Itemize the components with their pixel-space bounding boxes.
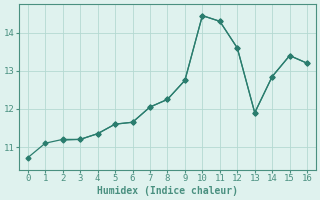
- X-axis label: Humidex (Indice chaleur): Humidex (Indice chaleur): [97, 186, 238, 196]
